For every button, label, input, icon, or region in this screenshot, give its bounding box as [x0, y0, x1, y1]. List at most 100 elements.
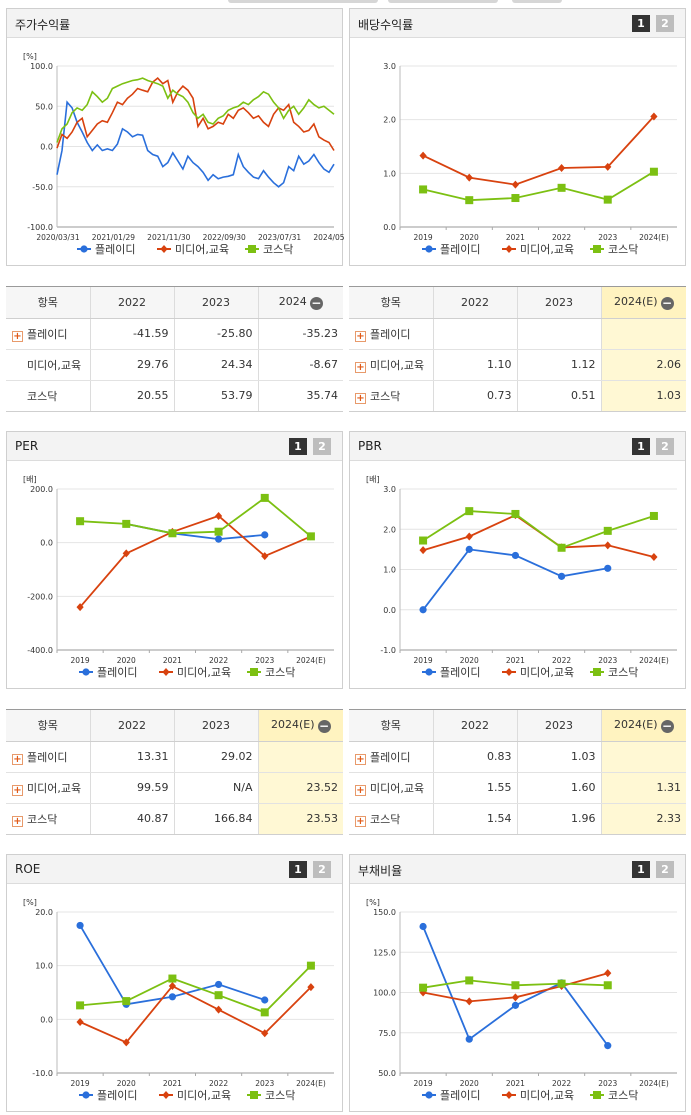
data-point	[214, 511, 223, 520]
expand-plus-icon[interactable]: +	[12, 330, 23, 342]
table-cell: 1.12	[517, 349, 602, 381]
row-label: + 플레이디	[349, 741, 434, 773]
y-tick-label: -100.0	[27, 223, 53, 232]
panel-title: PER	[15, 439, 39, 453]
data-point	[419, 185, 428, 194]
data-point	[261, 1029, 269, 1038]
legend-label: 미디어,교육	[520, 1089, 574, 1102]
column-header: 항목	[349, 710, 434, 742]
view-1-button[interactable]: 1	[632, 861, 650, 878]
expand-plus-icon[interactable]: +	[355, 753, 366, 765]
expand-plus-icon[interactable]: +	[355, 815, 366, 827]
data-point	[122, 997, 131, 1006]
y-tick-label: 2.0	[383, 525, 396, 534]
table-row: + 플레이디	[349, 318, 686, 350]
x-tick-label: 2024/05/31	[313, 233, 344, 242]
x-tick-label: 2023	[598, 233, 617, 242]
x-tick-label: 2020	[117, 656, 136, 665]
data-point	[261, 996, 269, 1004]
row-label: 코스닥	[6, 380, 91, 411]
debt-ratio-chart: [%]150.0 125.0 100.0 75.0 50.0 2019 2020 2021 20…	[366, 898, 677, 1102]
view-2-button[interactable]: 2	[313, 861, 331, 878]
data-point	[419, 922, 427, 931]
y-tick-label: 200.0	[30, 485, 53, 494]
x-tick-label: 2020	[117, 1079, 136, 1088]
table-cell: 53.79	[174, 380, 259, 411]
legend-marker	[82, 668, 90, 676]
view-2-button[interactable]: 2	[313, 438, 331, 455]
legend-label: 미디어,교육	[520, 243, 574, 256]
view-1-button[interactable]: 1	[289, 861, 307, 878]
data-point	[214, 535, 223, 543]
expand-plus-icon[interactable]: +	[12, 815, 23, 827]
data-point	[260, 493, 269, 502]
series-line-2	[56, 77, 335, 143]
table-cell: 24.34	[174, 349, 259, 381]
y-tick-label: 0.0	[40, 1015, 53, 1024]
table-cell: 29.76	[90, 349, 175, 381]
data-point	[306, 532, 315, 541]
collapse-minus-icon[interactable]: −	[317, 718, 331, 733]
view-2-button[interactable]: 2	[656, 861, 674, 878]
y-tick-label: 3.0	[383, 485, 396, 494]
expand-plus-icon[interactable]: +	[355, 392, 366, 404]
data-point	[76, 1018, 84, 1027]
legend-label: 플레이디	[440, 1089, 480, 1102]
x-tick-label: 2023	[255, 656, 274, 665]
legend-label: 플레이디	[440, 666, 480, 679]
expand-plus-icon[interactable]: +	[355, 330, 366, 342]
x-tick-label: 2019	[414, 656, 433, 665]
view-1-button[interactable]: 1	[632, 15, 650, 32]
table-cell	[517, 318, 602, 350]
column-header: 2024(E) −	[601, 287, 686, 319]
column-header: 항목	[349, 287, 434, 319]
legend: 플레이디 미디어,교육 코스닥	[422, 243, 638, 256]
table-row: + 플레이디 0.83 1.03	[349, 741, 686, 773]
expand-plus-icon[interactable]: +	[355, 361, 366, 373]
y-tick-label: 20.0	[35, 908, 53, 917]
column-header: 2022	[90, 710, 175, 742]
panel-header: 주가수익률	[7, 9, 342, 38]
data-point	[168, 993, 177, 1001]
legend: 플레이디 미디어,교육 코스닥	[79, 1089, 295, 1102]
table-header-row: 항목 2022 2023 2024(E) −	[6, 710, 343, 742]
data-point	[122, 1038, 130, 1047]
y-unit-label: [%]	[23, 898, 37, 907]
legend-marker	[162, 1091, 170, 1099]
collapse-minus-icon[interactable]: −	[660, 295, 674, 310]
view-1-button[interactable]: 1	[632, 438, 650, 455]
expand-plus-icon[interactable]: +	[12, 753, 23, 765]
view-1-button[interactable]: 1	[289, 438, 307, 455]
y-tick-label: 2.0	[383, 116, 396, 125]
y-tick-label: 125.0	[373, 948, 396, 957]
table-row: + 코스닥 1.54 1.96 2.33	[349, 803, 686, 834]
legend: 플레이디 미디어,교육 코스닥	[422, 1089, 638, 1102]
table-cell: -25.80	[174, 318, 259, 350]
expand-plus-icon[interactable]: +	[12, 784, 23, 796]
x-tick-label: 2021	[506, 1079, 525, 1088]
table-cell: 1.55	[433, 772, 518, 804]
collapse-minus-icon[interactable]: −	[309, 295, 323, 310]
data-point	[511, 509, 520, 518]
y-unit-label: [배]	[23, 475, 37, 484]
table-cell	[433, 318, 518, 350]
data-point	[511, 180, 520, 189]
data-point	[214, 980, 223, 989]
view-2-button[interactable]: 2	[656, 15, 674, 32]
y-tick-label: 150.0	[373, 908, 396, 917]
x-tick-label: 2020/03/31	[36, 233, 79, 242]
expand-plus-icon[interactable]: +	[355, 784, 366, 796]
collapse-minus-icon[interactable]: −	[660, 718, 674, 733]
table-cell: 2.06	[601, 349, 686, 381]
data-point	[557, 163, 566, 172]
column-header: 2024(E) −	[601, 710, 686, 742]
legend-label: 플레이디	[97, 1089, 137, 1102]
panel-header: 부채비율 1 2	[350, 855, 685, 884]
data-point	[511, 981, 520, 990]
stock-return-panel: 주가수익률 [%] 100.0 50.0 0.0 -50.0 -100.0 2020/03/…	[6, 8, 344, 266]
table-row: 코스닥 20.55 53.79 35.74	[6, 380, 343, 411]
view-2-button[interactable]: 2	[656, 438, 674, 455]
pbr-panel: PBR 1 2 [배] 3.0 2.0 1.0 0.0 -1.0 2019 2020 2021 2…	[349, 431, 686, 689]
series-line-2	[422, 510, 655, 549]
